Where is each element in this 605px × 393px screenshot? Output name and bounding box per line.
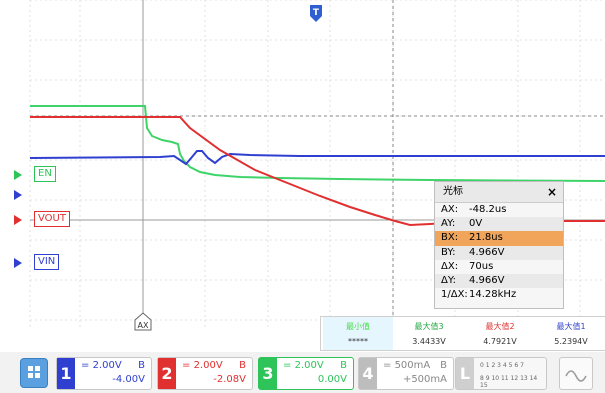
channel-bandwidth: B	[440, 360, 447, 371]
measurement-item[interactable]: 最大值1 5.2394V	[536, 317, 605, 350]
measurement-value: *****	[348, 337, 368, 346]
channel-4-button[interactable]: 4 = 500mA B +500mA	[358, 357, 454, 390]
trace-en	[30, 105, 605, 182]
cursor-row-key: ΔX:	[441, 260, 459, 272]
cursor-panel-header[interactable]: 光标 ×	[435, 182, 563, 203]
logic-bits-bottom: 8 9 10 11 12 13 14 15	[480, 375, 538, 389]
label-vout[interactable]: VOUT	[34, 211, 70, 227]
cursor-row-value: -48.2us	[469, 204, 507, 215]
sine-wave-icon	[565, 370, 587, 382]
channel-offset: -4.00V	[112, 374, 145, 385]
logic-bits-top: 0 1 2 3 4 5 6 7	[480, 362, 524, 369]
channel-scale: = 2.00V	[182, 360, 223, 371]
cursor-row: ΔX: 70us	[435, 260, 563, 274]
measurement-item[interactable]: 最小值 *****	[323, 317, 393, 350]
svg-text:AX: AX	[138, 321, 149, 330]
channel-scale-value: 500mA	[394, 360, 431, 371]
cursor-row: AY: 0V	[435, 217, 563, 232]
cursor-panel-title: 光标	[443, 186, 463, 197]
measurement-value: 4.7921V	[483, 337, 517, 346]
channel-scale-value: 2.00V	[193, 360, 223, 371]
channel-bandwidth: B	[138, 360, 145, 371]
cursor-row-value: 70us	[469, 260, 494, 272]
cursor-row-key: AY:	[441, 218, 456, 230]
cursor-row-key: ΔY:	[441, 274, 456, 286]
channel-scale: = 500mA	[383, 360, 431, 371]
label-vin[interactable]: VIN	[34, 254, 60, 270]
channel-1-button[interactable]: 1 = 2.00V B -4.00V	[56, 357, 152, 390]
label-en[interactable]: EN	[34, 166, 56, 182]
cursor-row-key: BY:	[441, 246, 456, 258]
channel-3-button[interactable]: 3 = 2.00V B 0.00V	[258, 357, 354, 390]
channel-offset: 0.00V	[317, 374, 347, 385]
channel-scale: = 2.00V	[81, 360, 122, 371]
cursor-row-value: 0V	[469, 218, 483, 230]
cursor-row: 1/ΔX: 14.28kHz	[435, 288, 563, 302]
measurement-item[interactable]: 最大值3 3.4433V	[394, 317, 464, 350]
cursor-row: ΔY: 4.966V	[435, 273, 563, 289]
grid-menu-button[interactable]	[20, 358, 48, 388]
measurement-title: 最大值1	[556, 322, 586, 331]
measurement-value: 5.2394V	[554, 337, 588, 346]
channel-number: 1	[57, 358, 75, 389]
logic-channel-button[interactable]: L 0 1 2 3 4 5 6 7 8 9 10 11 12 13 14 15	[455, 357, 547, 390]
cursor-row-key: BX:	[441, 232, 459, 244]
cursor-row-value: 14.28kHz	[469, 289, 517, 301]
channel-offset: -2.08V	[213, 374, 246, 385]
cursor-a-tag[interactable]: AX	[134, 312, 152, 331]
channel-bar: 1 = 2.00V B -4.00V 2 = 2.00V B -2.08V 3 = 2.00V B 0…	[0, 352, 605, 393]
measurement-title: 最大值3	[414, 322, 444, 331]
waveform-display[interactable]: T AX	[0, 0, 605, 352]
cursor-row: BX: 21.8us	[435, 231, 563, 246]
channel-number: 2	[158, 358, 176, 389]
channel-2-button[interactable]: 2 = 2.00V B -2.08V	[157, 357, 253, 390]
svg-text:T: T	[313, 8, 320, 18]
measurement-item[interactable]: 最大值2 4.7921V	[465, 317, 535, 350]
channel-number: 3	[259, 358, 277, 389]
fft-button[interactable]	[559, 357, 593, 390]
cursor-row: AX: -48.2us	[435, 203, 563, 217]
channel-scale-value: 2.00V	[92, 360, 122, 371]
channel-number: 4	[359, 358, 377, 389]
cursor-row-value: 21.8us	[469, 232, 503, 244]
logic-label: L	[456, 358, 474, 389]
cursor-row-value: 4.966V	[469, 246, 505, 258]
measurement-title: 最小值	[346, 322, 370, 331]
cursor-row: BY: 4.966V	[435, 245, 563, 260]
channel-bandwidth: B	[340, 360, 347, 371]
cursor-row-value: 4.966V	[469, 274, 505, 286]
measurement-title: 最大值2	[485, 322, 515, 331]
cursor-row-key: 1/ΔX:	[441, 289, 468, 301]
measurement-value: 3.4433V	[412, 337, 446, 346]
channel-bandwidth: B	[239, 360, 246, 371]
channel-scale: = 2.00V	[283, 360, 324, 371]
trigger-marker[interactable]: T	[310, 5, 322, 22]
ch2-level-marker[interactable]	[14, 215, 22, 225]
ch1-level-marker[interactable]	[14, 190, 22, 200]
ch1-offset-marker[interactable]	[14, 258, 22, 268]
grid-icon	[28, 366, 40, 378]
cursor-panel[interactable]: 光标 × AX: -48.2us AY: 0V BX: 21.8us BY: 4.966V ΔX…	[434, 181, 564, 309]
measurement-panel[interactable]: 最小值 ***** 最大值3 3.4433V 最大值2 4.7921V 最大值1 5.2394…	[320, 316, 605, 351]
ch3-level-marker[interactable]	[14, 170, 22, 180]
close-icon[interactable]: ×	[546, 185, 557, 199]
graticule	[29, 0, 605, 330]
channel-scale-value: 2.00V	[294, 360, 324, 371]
cursor-row-key: AX:	[441, 204, 459, 215]
channel-offset: +500mA	[402, 374, 447, 385]
trace-vin	[29, 150, 605, 166]
